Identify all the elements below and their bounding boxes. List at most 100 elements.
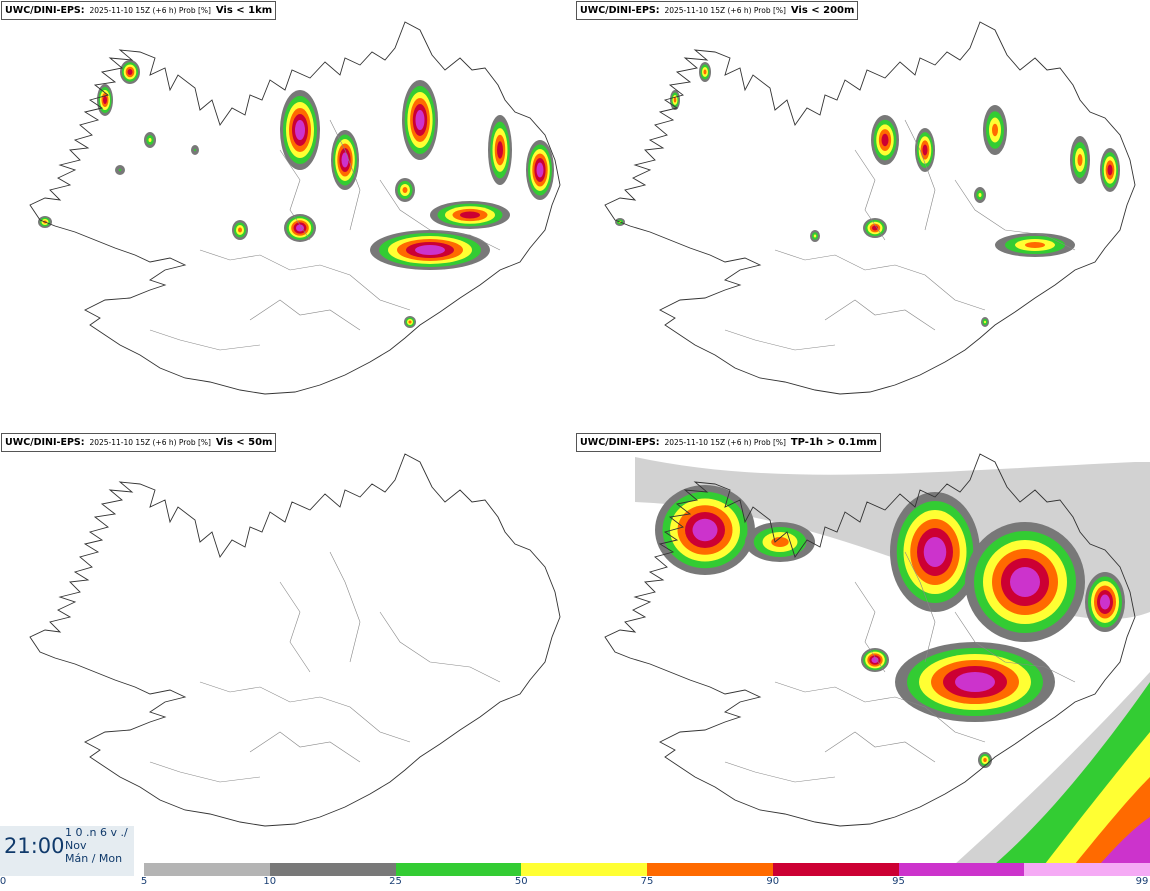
contour-line [379, 611, 501, 683]
coastline [604, 21, 1136, 395]
contour-line [379, 179, 501, 251]
probability-blob [995, 233, 1075, 257]
valid-time: 21:00 [4, 834, 65, 858]
run-info: 2025-11-10 15Z (+6 h) Prob [%] [89, 438, 211, 447]
contour-line [199, 681, 411, 743]
valid-date: 1 0 .n 6 v ./ Nov Mán / Mon [65, 826, 128, 865]
contour-line [279, 581, 311, 673]
colorbar-segment [1024, 863, 1150, 876]
colorbar-tick-label: 25 [389, 876, 402, 887]
run-info: 2025-11-10 15Z (+6 h) Prob [%] [664, 438, 786, 447]
panel-title: UWC/DINI-EPS: 2025-11-10 15Z (+6 h) Prob… [576, 1, 859, 20]
contour-line [904, 551, 936, 663]
coastline [604, 453, 1136, 827]
model-name: UWC/DINI-EPS: [580, 5, 660, 16]
probability-blob [331, 130, 359, 190]
probability-blob [978, 752, 992, 768]
probability-blob [232, 220, 248, 240]
probability-blob [915, 128, 935, 172]
colorbar-tick-label: 5 [140, 876, 148, 887]
contour-line [249, 299, 361, 331]
map-panel-vis-1km: UWC/DINI-EPS: 2025-11-10 15Z (+6 h) Prob… [0, 0, 575, 432]
map-panel-vis-200m: UWC/DINI-EPS: 2025-11-10 15Z (+6 h) Prob… [575, 0, 1150, 432]
contour-line [724, 329, 836, 351]
colorbar-tick-label: 0 [0, 876, 7, 887]
probability-blob [745, 522, 815, 562]
probability-blob [810, 230, 820, 242]
colorbar-segment [269, 863, 396, 876]
contour-line [824, 731, 936, 763]
contour-line [954, 611, 1076, 683]
model-name: UWC/DINI-EPS: [5, 437, 85, 448]
contour-line [854, 581, 886, 673]
probability-blob [488, 115, 512, 185]
probability-blob [280, 90, 320, 170]
weekday-line: Mán / Mon [65, 852, 123, 865]
colorbar-segment [772, 863, 899, 876]
probability-blob [895, 642, 1055, 722]
probability-blob [871, 115, 899, 165]
variable-name: TP-1h > 0.1mm [790, 437, 877, 448]
map-panel-precip: UWC/DINI-EPS: 2025-11-10 15Z (+6 h) Prob… [575, 432, 1150, 864]
colorbar-segment [395, 863, 522, 876]
probability-blob [284, 214, 316, 242]
variable-name: Vis < 1km [215, 5, 273, 16]
coastline [29, 21, 561, 395]
probability-blob [370, 230, 490, 270]
probability-blob [861, 648, 889, 672]
colorbar-segment [521, 863, 647, 876]
probability-blob [983, 105, 1007, 155]
colorbar-tick-label: 90 [766, 876, 780, 887]
contour-line [149, 761, 261, 783]
colorbar-tick-label: 99 [1135, 876, 1149, 887]
probability-blob [974, 187, 986, 203]
valid-time-box: 21:00 1 0 .n 6 v ./ Nov Mán / Mon [0, 826, 134, 876]
panel-title: UWC/DINI-EPS: 2025-11-10 15Z (+6 h) Prob… [576, 433, 881, 452]
probability-blob [1070, 136, 1090, 184]
probability-blob [1085, 572, 1125, 632]
probability-blob [890, 492, 980, 612]
probability-band [1100, 817, 1150, 864]
probability-blob [402, 80, 438, 160]
variable-name: Vis < 50m [215, 437, 273, 448]
contour-line [249, 731, 361, 763]
probability-blob [191, 145, 199, 155]
probability-colorbar [144, 863, 1150, 876]
probability-blob [699, 62, 711, 82]
probability-blob [981, 317, 989, 327]
run-info: 2025-11-10 15Z (+6 h) Prob [%] [664, 6, 786, 15]
colorbar-segment [144, 863, 270, 876]
panel-title: UWC/DINI-EPS: 2025-11-10 15Z (+6 h) Prob… [1, 1, 277, 20]
probability-map [604, 453, 1150, 864]
colorbar-segment [647, 863, 773, 876]
contour-line [774, 681, 986, 743]
model-name: UWC/DINI-EPS: [580, 437, 660, 448]
probability-blob [404, 316, 416, 328]
probability-blob [526, 140, 554, 200]
probability-blob [863, 218, 887, 238]
probability-blob [144, 132, 156, 148]
probability-blob [1100, 148, 1120, 192]
contour-line [329, 551, 361, 663]
colorbar-segment [898, 863, 1025, 876]
probability-map [29, 453, 561, 827]
colorbar-tick-label: 75 [640, 876, 654, 887]
probability-blob [97, 84, 113, 116]
month-line: Nov [65, 839, 87, 852]
colorbar-tick-label: 10 [263, 876, 277, 887]
colorbar-tick-label: 50 [514, 876, 528, 887]
probability-blob [120, 60, 140, 84]
contour-line [904, 119, 936, 231]
probability-blob [655, 485, 755, 575]
contour-line [954, 179, 1076, 251]
coastline [29, 453, 561, 827]
panel-title: UWC/DINI-EPS: 2025-11-10 15Z (+6 h) Prob… [1, 433, 277, 452]
probability-map [604, 21, 1136, 395]
contour-line [824, 299, 936, 331]
contour-line [329, 119, 361, 231]
probability-map [29, 21, 561, 395]
colorbar-tick-label: 95 [892, 876, 905, 887]
model-name: UWC/DINI-EPS: [5, 5, 85, 16]
variable-name: Vis < 200m [790, 5, 855, 16]
probability-blob [395, 178, 415, 202]
